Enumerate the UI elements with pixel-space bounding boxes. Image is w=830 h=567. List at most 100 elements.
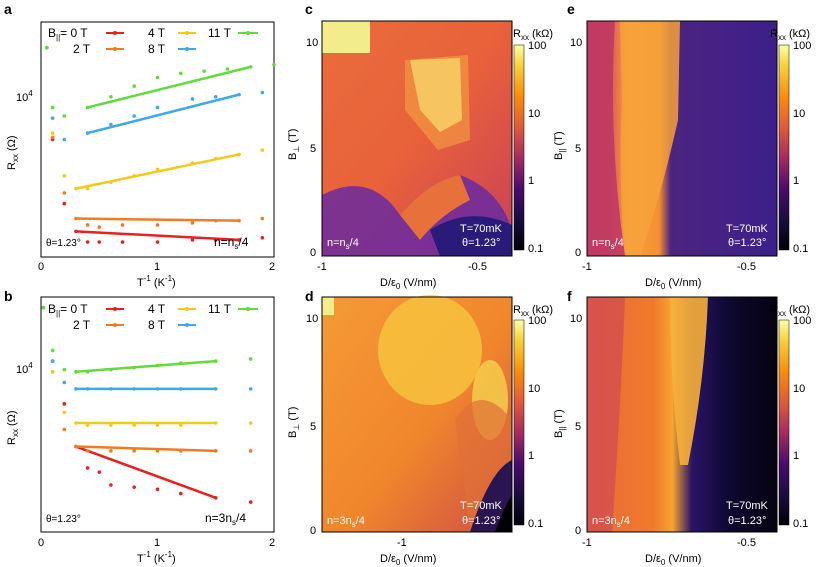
legend-marker (185, 307, 189, 311)
y-tick-label: 104 (16, 361, 33, 376)
data-point-8T (109, 387, 113, 391)
angle-annotation: θ=1.23° (728, 515, 766, 527)
data-point-0T (190, 238, 195, 242)
density-annotation: n=3ns/4 (327, 515, 365, 529)
data-point-11T (248, 65, 253, 69)
data-point-4T (50, 131, 55, 135)
data-point-4T (248, 421, 253, 425)
data-point-4T (50, 369, 55, 374)
data-point-8T (50, 116, 55, 120)
data-point-8T (74, 387, 78, 391)
data-point-11T (109, 94, 113, 99)
fit-line-11T (75, 359, 216, 374)
panel-b: b Rxx (Ω) 104 0 1 2 T-1 (K-1) θ=1.23° n=… (4, 288, 275, 565)
panel-c: c 10 5 0 B⊥ (T) -1 -0.5 D/ε0 (V/nm) T=70… (287, 1, 513, 291)
data-point-0T (260, 235, 265, 240)
data-point-0T (155, 240, 160, 244)
data-point-0T (213, 238, 218, 242)
data-point-4T (62, 174, 67, 178)
data-point-0T (97, 240, 102, 244)
plot-frame (586, 20, 778, 257)
density-annotation: n=3ns/4 (205, 511, 246, 527)
data-point-2T (155, 223, 160, 227)
y-axis-label: B|| (T) (553, 409, 567, 438)
y-axis-label: B⊥ (T) (287, 407, 301, 438)
plot-frame (586, 296, 778, 533)
legend-label: 4 T (148, 302, 166, 316)
data-point-2T (132, 449, 136, 453)
data-point-2T (62, 191, 67, 195)
data-point-0T (213, 496, 218, 500)
data-point-8T (132, 114, 136, 118)
x-tick-label: 0 (38, 537, 44, 549)
y-tick-label: 10 (306, 37, 318, 49)
colorbar-cd-bottom: Rxx (kΩ) 100 10 1 0.1 (513, 304, 553, 530)
data-point-11T (179, 71, 183, 76)
data-point-0T (237, 238, 241, 242)
data-point-4T (132, 174, 136, 178)
colorbar-title: Rxx (kΩ) (770, 304, 810, 318)
data-point-8T (62, 137, 67, 142)
legend-label: 11 T (208, 302, 232, 316)
data-point-2T (248, 449, 253, 453)
data-point-11T (85, 369, 90, 374)
panel-a: a Rxx (Ω) 104 0 1 2 T-1 (K-1) θ=1.23° n=… (4, 1, 276, 289)
data-point-2T (74, 444, 78, 449)
data-point-4T (155, 423, 160, 427)
y-tick-label: 5 (575, 143, 581, 155)
colorbar-ef-top: Rxx (kΩ) 100 10 1 0.1 (770, 28, 811, 255)
data-point-4T (155, 167, 160, 172)
colorbar-tick: 10 (528, 108, 540, 120)
data-point-11T (179, 361, 183, 366)
y-tick-label: 104 (16, 89, 33, 104)
data-point-11T (74, 369, 78, 374)
data-point-4T (213, 421, 218, 425)
legend-label: 11 T (208, 26, 232, 40)
data-point-4T (85, 423, 90, 427)
scatter-plot-a (45, 45, 276, 244)
data-point-8T (155, 105, 160, 110)
panel-d: d 10 5 0 B⊥ (T) -1 D/ε0 (V/nm) T=70mK θ=… (287, 288, 513, 567)
plot-frame (40, 21, 275, 258)
panel-f: f 10 5 0 B|| (T) -1 -0.5 D/ε0 (V/nm) T=7… (553, 288, 778, 567)
legend-marker (113, 307, 117, 311)
y-tick-label: 0 (310, 247, 316, 259)
data-point-11T (225, 67, 230, 71)
colorbar-tick: 1 (528, 175, 534, 187)
y-tick-label: 5 (575, 421, 581, 433)
legend-label: 2 T (73, 318, 91, 332)
data-point-2T (109, 449, 113, 453)
colorbar-title: Rxx (kΩ) (770, 28, 810, 42)
data-point-8T (62, 380, 67, 385)
x-tick-label: 2 (269, 537, 275, 549)
legend-marker (113, 31, 117, 35)
legend-label: 4 T (148, 26, 166, 40)
y-axis-label: B|| (T) (553, 131, 567, 160)
data-point-8T (237, 92, 241, 97)
data-point-8T (132, 387, 136, 391)
x-axis-label: T-1 (K-1) (137, 274, 176, 289)
panel-label: f (567, 288, 572, 304)
y-tick-label: 5 (310, 143, 316, 155)
data-point-0T (62, 201, 67, 206)
data-point-0T (109, 483, 113, 487)
density-annotation: n=ns/4 (214, 235, 249, 251)
heatmap-d (322, 295, 512, 532)
panel-label: e (567, 1, 575, 17)
data-point-4T (74, 186, 78, 191)
fit-line-11T (87, 65, 252, 109)
data-point-11T (213, 359, 218, 363)
data-point-2T (97, 225, 102, 229)
data-point-11T (132, 84, 136, 88)
data-point-4T (237, 152, 241, 157)
data-point-0T (120, 240, 125, 244)
data-point-8T (260, 90, 265, 95)
panel-e: e 10 5 0 B|| (T) -1 -0.5 D/ε0 (V/nm) T=7… (553, 1, 778, 291)
colorbar-tick: 1 (793, 175, 799, 187)
x-axis-label: T-1 (K-1) (137, 550, 176, 565)
x-axis-label: D/ε0 (V/nm) (645, 553, 701, 567)
y-tick-label: 10 (306, 313, 318, 325)
data-point-4T (85, 186, 90, 191)
data-point-8T (85, 387, 90, 391)
